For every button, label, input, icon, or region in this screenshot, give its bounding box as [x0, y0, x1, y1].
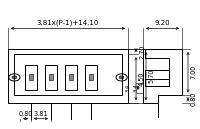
Bar	[89, 74, 93, 80]
Text: 2.70: 2.70	[139, 44, 145, 59]
Bar	[85, 64, 97, 90]
Text: 9.20: 9.20	[155, 19, 170, 26]
Text: 4.50: 4.50	[139, 71, 145, 86]
Circle shape	[119, 76, 124, 79]
Text: 3.81: 3.81	[34, 111, 48, 117]
Text: 5.70: 5.70	[149, 69, 155, 83]
Bar	[49, 74, 53, 80]
Text: 3.4: 3.4	[134, 83, 139, 92]
Text: 0.80: 0.80	[18, 111, 33, 117]
Circle shape	[12, 76, 17, 79]
Bar	[69, 74, 73, 80]
Bar	[25, 64, 37, 90]
Text: 7.00: 7.00	[191, 65, 197, 79]
Text: 0.80: 0.80	[191, 92, 197, 106]
Bar	[29, 74, 33, 80]
Bar	[45, 64, 57, 90]
Text: 3.4: 3.4	[126, 84, 131, 92]
Text: 3.81x(P-1)+14.10: 3.81x(P-1)+14.10	[37, 19, 99, 26]
Bar	[65, 64, 77, 90]
